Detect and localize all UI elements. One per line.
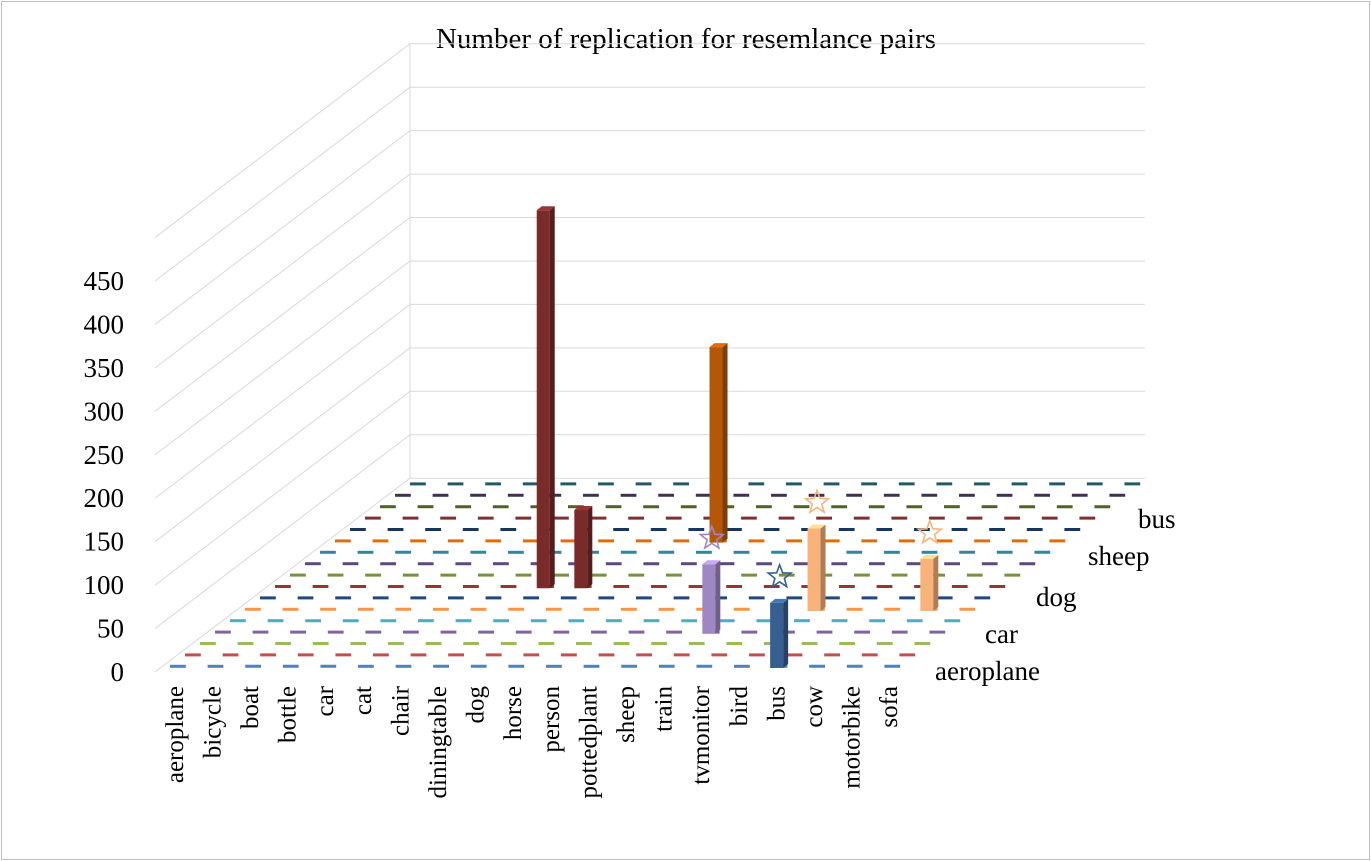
- x-tick-label: tvmonitor: [688, 685, 715, 784]
- bar-front: [702, 564, 716, 634]
- gridline-side: [154, 347, 411, 543]
- bar-diningtable: [536, 206, 555, 589]
- bar-front: [536, 210, 550, 589]
- bar-side: [715, 560, 721, 634]
- gridline-side: [154, 434, 411, 629]
- bar-side: [820, 524, 826, 612]
- bar-top: [770, 598, 789, 603]
- gridline-side: [154, 43, 411, 238]
- x-tick-label: motorbike: [839, 686, 866, 789]
- star-icon: [765, 562, 794, 589]
- gridline-side: [154, 304, 411, 499]
- x-tick-label: sofa: [876, 686, 903, 728]
- bar-bus: [770, 598, 789, 669]
- gridline-side: [154, 173, 411, 369]
- bar-side: [549, 206, 555, 589]
- bar-top: [574, 506, 593, 511]
- gridline-side: [154, 217, 411, 412]
- bar-top: [536, 206, 555, 211]
- bar-front: [920, 558, 934, 612]
- bar-top: [807, 524, 826, 529]
- y-tick-label: 150: [84, 527, 125, 557]
- y-tick-label: 250: [84, 440, 125, 470]
- y-tick-label: 350: [84, 353, 125, 383]
- y-tick-label: 200: [84, 483, 125, 513]
- bar-front: [770, 602, 784, 669]
- bar-bird: [807, 524, 826, 612]
- bar-train: [702, 560, 721, 634]
- depth-tick-label: bus: [1138, 504, 1176, 534]
- x-tick-label: horse: [500, 686, 527, 740]
- y-tick-label: 450: [84, 266, 125, 296]
- x-tick-label: cat: [350, 686, 377, 715]
- y-axis-ticks: 0 50 100 150 200 250 300 350 400 450: [84, 266, 125, 687]
- y-tick-label: 100: [84, 570, 125, 600]
- chart-title: Number of replication for resemlance pai…: [436, 23, 936, 55]
- star-icon: [916, 518, 944, 545]
- bar-side: [722, 343, 728, 543]
- x-tick-label: bicycle: [199, 686, 226, 758]
- x-tick-label: sheep: [613, 686, 640, 743]
- x-tick-label: bus: [763, 686, 790, 721]
- bar-top: [709, 343, 728, 348]
- bar-front: [709, 347, 723, 543]
- y-tick-label: 400: [84, 309, 125, 339]
- x-tick-label: bird: [726, 686, 753, 727]
- gridline-side: [154, 86, 411, 282]
- depth-tick-label: aeroplane: [935, 656, 1040, 686]
- x-tick-label: person: [538, 686, 565, 753]
- star-icon: [698, 523, 726, 550]
- x-tick-label: diningtable: [425, 686, 452, 798]
- bars: [536, 206, 939, 669]
- gridline-side: [154, 477, 411, 673]
- bar-front: [574, 510, 588, 589]
- gridline-side: [154, 260, 411, 456]
- x-tick-label: pottedplant: [575, 686, 602, 799]
- x-tick-label: aeroplane: [162, 686, 189, 783]
- y-tick-label: 300: [84, 396, 125, 426]
- bar-side: [587, 506, 593, 589]
- bar-top: [702, 560, 721, 565]
- depth-tick-label: dog: [1036, 582, 1077, 612]
- star-icon: [803, 488, 831, 515]
- bar-dog: [574, 506, 593, 589]
- x-tick-label: bottle: [275, 686, 302, 743]
- x-tick-label: dog: [463, 686, 490, 724]
- x-tick-label: chair: [387, 685, 414, 736]
- depth-tick-label: car: [985, 619, 1018, 649]
- star-markers: [698, 488, 944, 589]
- y-tick-label: 0: [111, 657, 125, 687]
- x-tick-label: boat: [237, 686, 264, 729]
- x-axis-ticks: aeroplane bicycle boat bottle car cat chair din…: [162, 685, 903, 798]
- x-tick-label: train: [651, 686, 678, 732]
- gridline-side: [154, 390, 411, 586]
- bar-top: [920, 554, 939, 559]
- gridline-side: [154, 130, 411, 325]
- bar-front: [807, 528, 821, 612]
- y-tick-label: 50: [97, 614, 124, 644]
- bar-side: [783, 598, 789, 669]
- x-tick-label: car: [312, 685, 339, 716]
- depth-tick-label: sheep: [1088, 541, 1149, 571]
- bar-person: [709, 343, 728, 543]
- gridlines: [154, 43, 1145, 673]
- bar-side: [933, 554, 939, 612]
- bar-motorbike: [920, 554, 939, 612]
- x-tick-label: cow: [801, 686, 828, 728]
